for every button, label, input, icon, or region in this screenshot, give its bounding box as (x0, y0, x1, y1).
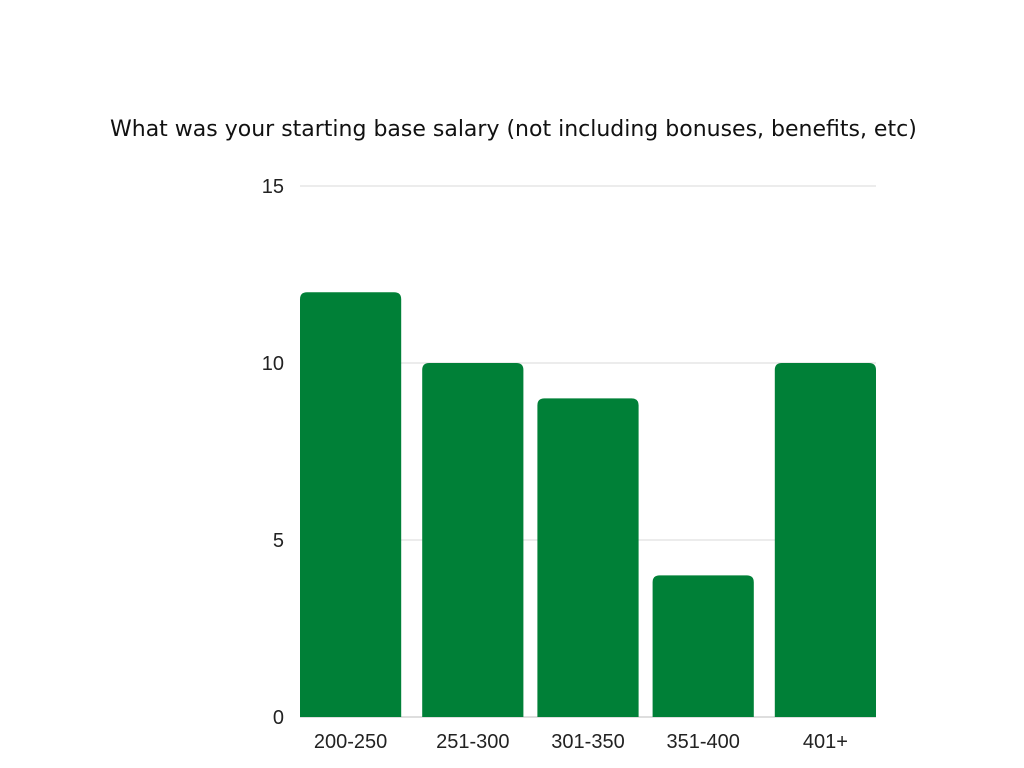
bar-351-400 (652, 575, 754, 717)
chart-title: What was your starting base salary (not … (110, 117, 917, 142)
bar-200-250 (300, 292, 402, 717)
y-tick-label: 10 (262, 353, 284, 375)
bar-401+ (774, 363, 876, 717)
x-tick-label: 301-350 (551, 731, 624, 753)
x-tick-label: 401+ (803, 731, 848, 753)
x-tick-label: 200-250 (314, 731, 387, 753)
bar-251-300 (422, 363, 524, 717)
y-axis-ticks: 0 5 10 15 (262, 176, 284, 729)
y-tick-label: 0 (273, 707, 284, 729)
x-tick-label: 251-300 (436, 731, 509, 753)
bars (300, 292, 876, 717)
y-tick-label: 15 (262, 176, 284, 198)
x-axis-ticks: 200-250 251-300 301-350 351-400 401+ (314, 731, 848, 753)
x-tick-label: 351-400 (666, 731, 739, 753)
bar-301-350 (537, 398, 639, 717)
y-tick-label: 5 (273, 530, 284, 552)
